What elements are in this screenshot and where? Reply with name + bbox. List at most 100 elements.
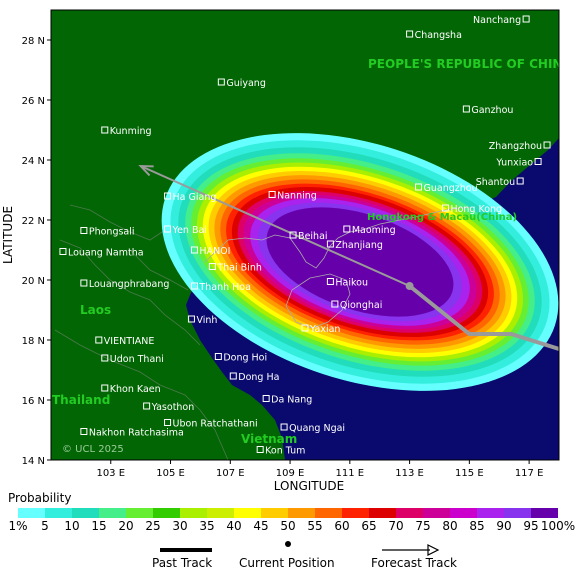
city-marker xyxy=(143,402,151,410)
plot-frame xyxy=(50,9,560,461)
lon-tick-label: 113 E xyxy=(395,468,424,479)
city-marker xyxy=(80,428,88,435)
colorbar-tick-label: 85 xyxy=(469,519,485,533)
city-label: Kon Tum xyxy=(265,446,305,457)
city-marker xyxy=(80,227,88,234)
colorbar-swatch xyxy=(180,508,207,518)
colorbar-swatch xyxy=(18,508,45,518)
city-label: Dong Hoi xyxy=(223,353,267,364)
colorbar-tick-label: 15 xyxy=(91,519,107,533)
city-marker xyxy=(343,225,351,233)
city-label: Quang Ngai xyxy=(289,423,345,434)
city-marker xyxy=(217,78,225,86)
city-marker xyxy=(101,126,109,134)
track-key xyxy=(160,541,440,556)
colorbar-tick-label: 80 xyxy=(442,519,458,533)
colorbar-tick-label: 25 xyxy=(145,519,161,533)
city-label: Zhangzhou xyxy=(489,141,542,152)
city-label: Louang Namtha xyxy=(68,248,144,259)
colorbar-tick-label: 75 xyxy=(415,519,431,533)
lat-tick-label: 22 N xyxy=(22,216,45,227)
colorbar-swatch xyxy=(342,508,369,518)
city-label: VIENTIANE xyxy=(104,336,155,347)
lat-tick-label: 18 N xyxy=(22,336,45,347)
colorbar-tick-label: 100% xyxy=(540,519,576,533)
strike-probability-map: Nanchang Changsha Guiyang Ganzhou Kunming Zha… xyxy=(1,9,572,490)
hainan-outline xyxy=(285,273,351,329)
country-label: PEOPLE'S REPUBLIC OF CHINA xyxy=(368,57,572,71)
colorbar-tick-label: 1% xyxy=(8,519,28,533)
city-label: Phongsali xyxy=(89,227,135,238)
lon-tick-label: 117 E xyxy=(515,468,544,479)
city-label: Qionghai xyxy=(340,300,382,311)
colorbar-swatch xyxy=(45,508,72,518)
lat-tick-label: 14 N xyxy=(22,456,45,467)
city-layer: Nanchang Changsha Guiyang Ganzhou Kunming Zha… xyxy=(59,15,551,457)
city-label: Guangzhou xyxy=(424,183,478,194)
city-label: Vinh xyxy=(196,315,217,326)
city-label: Nanning xyxy=(277,191,317,202)
lat-tick-label: 28 N xyxy=(22,36,45,47)
past-track-key-label: Past Track xyxy=(152,556,213,570)
city-marker xyxy=(214,353,222,360)
city-marker xyxy=(101,384,109,392)
copyright: © UCL 2025 xyxy=(62,444,124,455)
city-marker xyxy=(59,248,67,255)
city-label: Haikou xyxy=(335,278,368,289)
track-layer xyxy=(138,164,559,351)
city-label: Changsha xyxy=(415,30,462,41)
city-marker xyxy=(262,395,270,402)
colorbar-tick-label: 70 xyxy=(388,519,404,533)
colorbar-swatch xyxy=(72,508,99,518)
lon-tick-label: 105 E xyxy=(156,468,185,479)
city-marker xyxy=(331,300,339,308)
colorbar-tick-label: 35 xyxy=(199,519,215,533)
current-position-key-dot xyxy=(285,541,291,547)
city-label: Yen Bai xyxy=(172,225,207,236)
lon-tick-label: 111 E xyxy=(336,468,365,479)
city-label: HANOI xyxy=(199,246,230,257)
legend-title: Probability xyxy=(8,491,72,505)
city-marker xyxy=(326,240,334,248)
colorbar-swatch xyxy=(153,508,180,518)
current-position-marker xyxy=(405,282,414,290)
region-label-thailand: Thailand xyxy=(52,393,110,407)
y-axis-title: LATITUDE xyxy=(1,206,15,264)
city-label: Ha Giang xyxy=(173,192,217,203)
lon-tick-label: 103 E xyxy=(96,468,125,479)
city-marker xyxy=(406,30,414,38)
city-marker xyxy=(534,158,542,165)
region-label-laos: Laos xyxy=(80,303,111,317)
region-label-hongkong: Hongkong & Macau(China) xyxy=(367,212,517,223)
city-marker xyxy=(522,15,530,23)
colorbar-swatch xyxy=(234,508,261,518)
city-label: Louangphrabang xyxy=(89,279,170,290)
lon-tick-label: 107 E xyxy=(216,468,245,479)
probability-colorbar xyxy=(18,508,558,518)
city-marker xyxy=(301,324,309,332)
city-marker xyxy=(441,204,449,212)
forecast-track-key-label: Forecast Track xyxy=(371,556,457,570)
lat-tick-label: 20 N xyxy=(22,276,45,287)
city-label: Khon Kaen xyxy=(110,384,161,395)
colorbar-swatch xyxy=(261,508,288,518)
axis-layer: 103 E 105 E 107 E 109 E 111 E 113 E 115 E 117 E… xyxy=(22,36,544,479)
colorbar-swatch xyxy=(369,508,396,518)
city-marker xyxy=(190,246,198,254)
city-label: Thai Binh xyxy=(216,263,262,274)
colorbar-tick-label: 5 xyxy=(41,519,49,533)
city-label: Zhanjiang xyxy=(335,240,383,251)
lon-tick-label: 109 E xyxy=(276,468,305,479)
colorbar-swatch xyxy=(207,508,234,518)
colorbar-tick-label: 40 xyxy=(226,519,242,533)
colorbar-tick-label: 20 xyxy=(118,519,134,533)
colorbar-swatch xyxy=(99,508,126,518)
city-label: Nanchang xyxy=(473,15,521,26)
city-label: Beihai xyxy=(298,231,327,242)
city-label: Kunming xyxy=(110,126,152,137)
current-position-key-label: Current Position xyxy=(239,556,335,570)
colorbar-swatch xyxy=(396,508,423,518)
city-label: Hong Kong xyxy=(450,204,502,215)
city-marker xyxy=(80,279,88,287)
city-marker xyxy=(256,446,264,453)
